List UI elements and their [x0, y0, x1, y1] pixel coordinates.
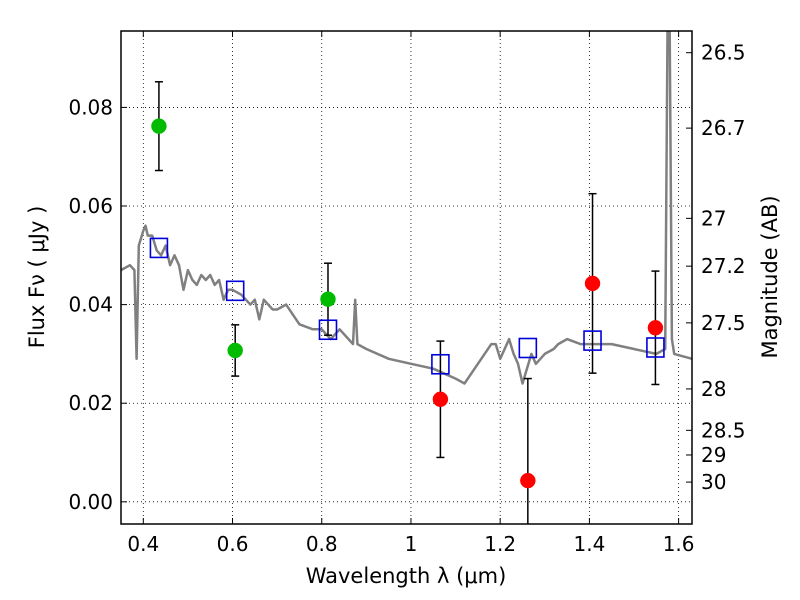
plot-frame	[120, 30, 693, 525]
data-point	[227, 342, 243, 359]
axis-ticks: 0.4 0.6 0.8 1 1.2 1.4 1.6 0.00 0.02 0.04 0.06 0.08 2…	[68, 31, 746, 556]
y2-tick-label: 28	[701, 377, 726, 401]
model-band-marker	[431, 353, 450, 375]
y2-tick-label: 28.5	[701, 418, 746, 442]
data-point	[520, 472, 536, 489]
y-tick-label: 0.06	[68, 194, 113, 218]
y-axis-label: Flux Fν ( μJy )	[25, 206, 49, 349]
data-point	[320, 291, 336, 307]
y2-tick-label: 26.7	[701, 116, 746, 140]
data-point	[584, 275, 601, 292]
y-tick-label: 0.08	[68, 95, 113, 119]
model-band-marker	[318, 319, 338, 341]
x-tick-label: 1.2	[484, 532, 516, 556]
data-point	[647, 320, 664, 336]
y-tick-label: 0.04	[68, 293, 113, 317]
y2-axis-label: Magnitude (AB)	[758, 195, 782, 358]
model-band-marker	[149, 237, 169, 259]
x-tick-label: 1.4	[573, 532, 605, 556]
data-point	[432, 391, 449, 408]
x-tick-label: 1.6	[663, 532, 695, 556]
model-band-marker	[225, 280, 245, 302]
data-markers-layer	[149, 118, 665, 489]
model-spectrum-line	[121, 31, 692, 385]
model-band-marker	[583, 330, 602, 351]
x-tick-label: 0.6	[217, 532, 249, 556]
y2-tick-label: 27.2	[701, 254, 746, 278]
y-tick-label: 0.02	[68, 391, 113, 415]
x-tick-label: 0.8	[306, 532, 338, 556]
x-tick-label: 0.4	[127, 532, 159, 556]
data-point	[151, 118, 167, 134]
y2-tick-label: 27.5	[701, 311, 746, 335]
model-spectrum-layer	[121, 31, 692, 385]
y2-tick-label: 27	[701, 206, 726, 230]
y2-tick-label: 29	[701, 443, 726, 467]
model-band-marker	[518, 337, 538, 359]
model-band-marker	[646, 337, 665, 358]
y-tick-label: 0.00	[68, 490, 113, 514]
y2-tick-label: 26.5	[701, 41, 746, 65]
y2-tick-label: 30	[701, 470, 726, 494]
x-axis-label: Wavelength λ (μm)	[306, 564, 507, 588]
x-tick-label: 1	[405, 532, 418, 556]
